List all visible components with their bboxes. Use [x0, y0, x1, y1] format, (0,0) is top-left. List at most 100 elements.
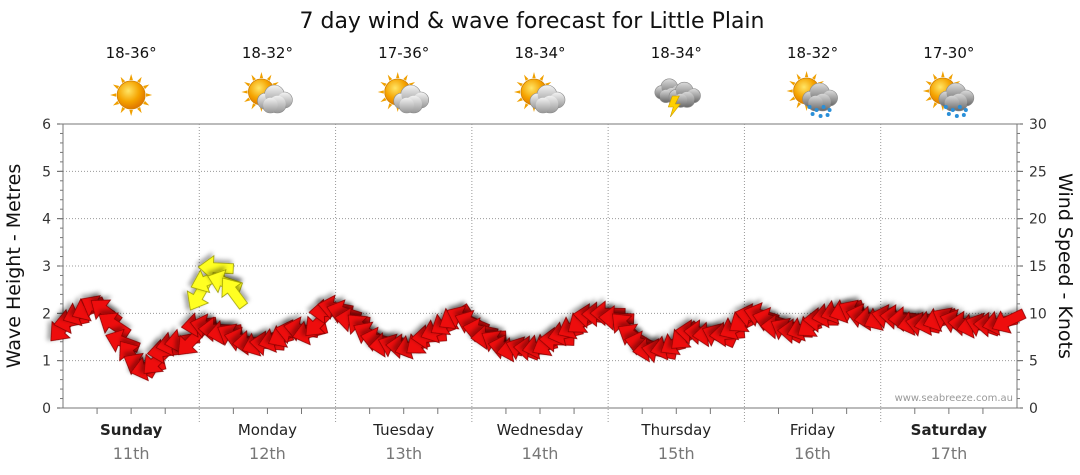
rain-drop	[957, 105, 962, 109]
sun-ray	[380, 82, 387, 87]
sunny-showers-icon	[786, 71, 838, 118]
right-tick-label: 10	[1029, 306, 1047, 322]
sun-ray	[112, 100, 120, 106]
right-tick-label: 30	[1029, 117, 1047, 133]
cloud-fill	[263, 97, 278, 113]
sun-ray	[789, 96, 796, 101]
sun-ray	[524, 103, 529, 110]
partly-cloudy-icon	[377, 72, 430, 114]
wind-arrow-shape	[221, 277, 249, 310]
day-date-label: 13th	[385, 444, 422, 463]
left-axis-label: Wave Height - Metres	[3, 164, 25, 368]
day-date-label: 17th	[930, 444, 967, 463]
sun-disc	[116, 80, 146, 110]
temperature-label: 17-36°	[378, 44, 429, 62]
sun-ray	[514, 90, 521, 94]
day-date-label: 16th	[794, 444, 831, 463]
sun-ray	[241, 90, 248, 94]
sun-ray	[137, 76, 142, 84]
sun-ray	[396, 72, 400, 79]
sun-ray	[251, 103, 256, 110]
left-tick-label: 3	[42, 259, 51, 275]
cloud-fill	[399, 97, 415, 113]
sun-ray	[137, 106, 142, 114]
rain-drop	[963, 108, 968, 112]
day-name-label: Thursday	[640, 421, 711, 439]
temperature-label: 18-32°	[242, 44, 293, 62]
sun-ray	[146, 93, 153, 97]
sunny-icon	[110, 74, 153, 116]
right-axis-label: Wind Speed - Knots	[1054, 173, 1076, 359]
sunny-showers-icon	[922, 71, 975, 118]
rain-drop	[943, 105, 948, 109]
lightning-bolt	[667, 95, 681, 118]
day-labels: Sunday 11th Monday 12th Tuesday 13th Wednesday…	[100, 421, 987, 463]
wind-arrow-shape	[197, 254, 234, 281]
sun-ray	[143, 100, 150, 106]
rain-drop	[807, 105, 812, 109]
wind-arrow	[221, 277, 249, 310]
sun-ray	[516, 82, 523, 87]
left-tick-label: 6	[42, 117, 51, 133]
day-date-label: 12th	[249, 444, 286, 463]
temperature-label: 17-30°	[923, 44, 974, 62]
sun-ray	[259, 72, 264, 79]
rain-drop	[818, 114, 823, 118]
day-name-label: Tuesday	[372, 421, 434, 439]
sun-ray	[403, 74, 408, 81]
right-tick-label: 25	[1029, 164, 1047, 180]
sun-ray	[796, 73, 802, 80]
sun-ray	[812, 73, 817, 80]
source-credit: www.seabreeze.com.au	[895, 393, 1013, 404]
sun-ray	[120, 106, 126, 114]
sun-ray	[804, 71, 809, 78]
chart-axes: 0 1 2 3 4 5 6 0 5 10 15 20 25 30	[42, 117, 1047, 417]
sun-ray	[377, 90, 384, 94]
right-tick-label: 15	[1029, 259, 1047, 275]
sun-ray	[143, 84, 150, 90]
temperature-label: 18-34°	[651, 44, 702, 62]
day-name-label: Sunday	[100, 421, 163, 439]
rain-drop	[814, 108, 819, 112]
wind-arrows	[50, 254, 1027, 382]
sun-ray	[120, 76, 126, 84]
left-tick-label: 5	[42, 164, 51, 180]
temperature-label: 18-36°	[106, 44, 157, 62]
sun-ray	[380, 97, 387, 102]
sun-ray	[796, 102, 802, 109]
sun-ray	[786, 89, 793, 93]
sun-ray	[251, 74, 256, 81]
wind-arrow	[197, 254, 234, 281]
sun-ray	[524, 74, 529, 81]
sun-ray	[129, 109, 133, 116]
left-tick-label: 4	[42, 212, 51, 228]
sun-ray	[244, 82, 251, 87]
temperature-label: 18-32°	[787, 44, 838, 62]
sun-ray	[516, 97, 523, 102]
right-tick-label: 20	[1029, 212, 1047, 228]
sun-ray	[941, 71, 945, 78]
rain-drop	[961, 113, 966, 117]
sun-ray	[110, 93, 117, 97]
right-tick-label: 5	[1029, 354, 1038, 370]
day-date-label: 15th	[658, 444, 695, 463]
sun-ray	[387, 74, 393, 81]
sun-ray	[129, 74, 133, 81]
rain-drop	[954, 114, 959, 118]
day-date-label: 14th	[522, 444, 559, 463]
day-name-label: Monday	[238, 421, 297, 439]
cloud-fill	[944, 95, 960, 111]
rain-drop	[825, 113, 830, 117]
wind-arrow	[991, 308, 1027, 334]
sun-ray	[948, 73, 953, 80]
right-tick-label: 0	[1029, 401, 1038, 417]
partly-cloudy-icon	[514, 72, 566, 114]
day-name-label: Saturday	[911, 421, 988, 439]
cloud-fill	[659, 89, 672, 102]
sun-ray	[532, 72, 536, 79]
sun-ray	[387, 103, 393, 110]
rain-drop	[950, 108, 955, 112]
sun-ray	[112, 84, 120, 90]
sun-ray	[244, 97, 251, 102]
